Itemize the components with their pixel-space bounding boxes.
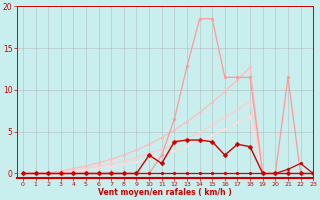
X-axis label: Vent moyen/en rafales ( km/h ): Vent moyen/en rafales ( km/h ) xyxy=(98,188,232,197)
